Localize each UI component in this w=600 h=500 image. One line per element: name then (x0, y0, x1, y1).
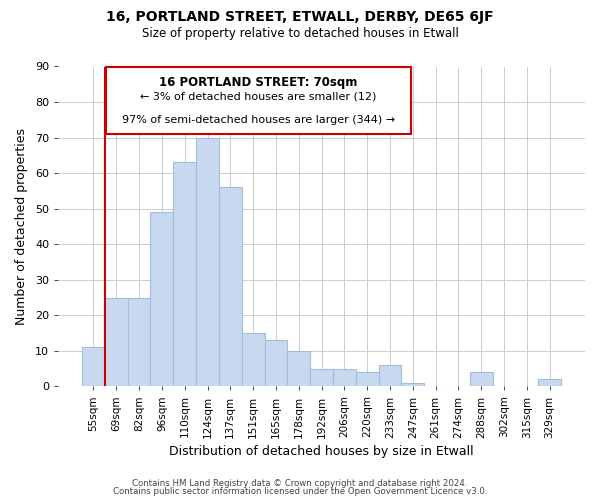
Bar (219, 188, 242, 386)
Bar (287, 351, 310, 386)
Bar (173, 162, 196, 386)
FancyBboxPatch shape (106, 66, 411, 134)
Bar (470, 372, 493, 386)
Text: Contains HM Land Registry data © Crown copyright and database right 2024.: Contains HM Land Registry data © Crown c… (132, 478, 468, 488)
Bar (333, 368, 356, 386)
Bar (128, 298, 151, 386)
Bar (538, 380, 561, 386)
Text: 16, PORTLAND STREET, ETWALL, DERBY, DE65 6JF: 16, PORTLAND STREET, ETWALL, DERBY, DE65… (106, 10, 494, 24)
Bar (105, 298, 128, 386)
Text: 97% of semi-detached houses are larger (344) →: 97% of semi-detached houses are larger (… (122, 115, 395, 125)
X-axis label: Distribution of detached houses by size in Etwall: Distribution of detached houses by size … (169, 444, 474, 458)
Bar (265, 340, 287, 386)
Text: Size of property relative to detached houses in Etwall: Size of property relative to detached ho… (142, 28, 458, 40)
Bar (356, 372, 379, 386)
Bar (196, 138, 219, 386)
Bar (310, 368, 333, 386)
Text: ← 3% of detached houses are smaller (12): ← 3% of detached houses are smaller (12) (140, 92, 377, 102)
Bar (379, 365, 401, 386)
Bar (401, 383, 424, 386)
Text: 16 PORTLAND STREET: 70sqm: 16 PORTLAND STREET: 70sqm (159, 76, 358, 89)
Y-axis label: Number of detached properties: Number of detached properties (15, 128, 28, 325)
Bar (82, 348, 105, 387)
Text: Contains public sector information licensed under the Open Government Licence v3: Contains public sector information licen… (113, 487, 487, 496)
Bar (242, 333, 265, 386)
Bar (151, 212, 173, 386)
